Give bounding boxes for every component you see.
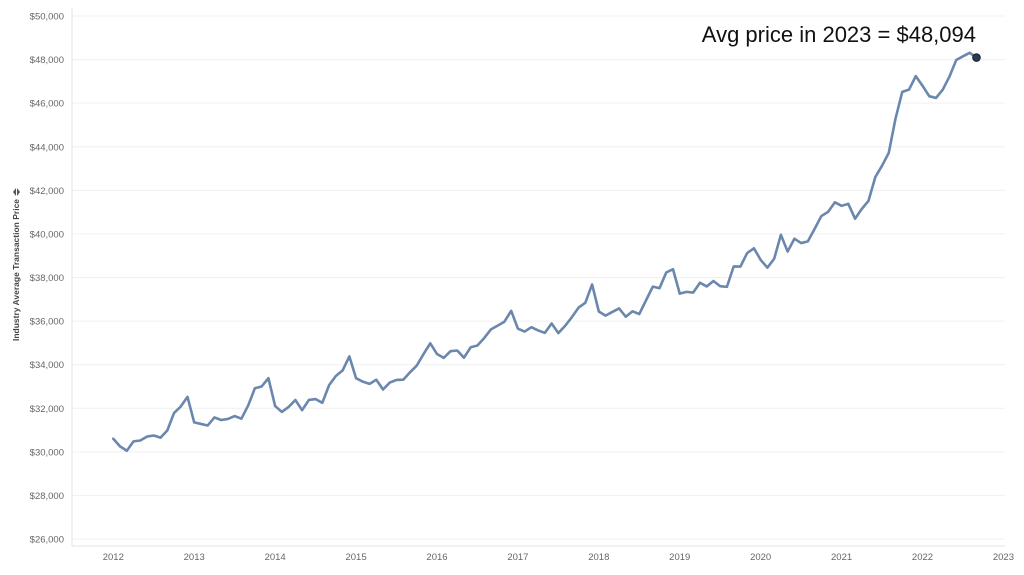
x-axis: 2012 2013 2014 2015 2016 2017 2018 2019 2020 2021… (72, 545, 1014, 563)
end-point-marker (972, 53, 981, 62)
x-tick-label: 2021 (831, 552, 852, 563)
y-tick-label: $28,000 (30, 491, 64, 502)
annotation-label: Avg price in 2023 = $48,094 (702, 22, 976, 47)
y-tick-label: $48,000 (30, 55, 64, 66)
x-tick-label: 2015 (345, 552, 366, 563)
y-tick-label: $50,000 (30, 12, 64, 23)
x-tick-label: 2013 (184, 552, 205, 563)
y-tick-label: $38,000 (30, 273, 64, 284)
y-tick-label: $32,000 (30, 404, 64, 415)
x-tick-label: 2012 (103, 552, 124, 563)
y-tick-label: $34,000 (30, 360, 64, 371)
x-tick-label: 2022 (912, 552, 933, 563)
x-tick-label: 2020 (750, 552, 771, 563)
x-tick-label: 2023 (993, 552, 1014, 563)
y-tick-label: $44,000 (30, 142, 64, 153)
y-axis-label: Industry Average Transaction Price (11, 199, 21, 341)
y-tick-label: $36,000 (30, 317, 64, 328)
x-tick-label: 2018 (588, 552, 609, 563)
y-tick-label: $42,000 (30, 186, 64, 197)
grid-layer (72, 15, 1005, 540)
x-tick-label: 2019 (669, 552, 690, 563)
sort-icon[interactable] (13, 188, 20, 196)
y-tick-label: $26,000 (30, 535, 64, 546)
y-tick-label: $40,000 (30, 229, 64, 240)
y-tick-label: $30,000 (30, 447, 64, 458)
x-tick-label: 2017 (507, 552, 528, 563)
series-line (112, 51, 978, 453)
x-tick-label: 2014 (265, 552, 286, 563)
y-axis-title: Industry Average Transaction Price (11, 188, 21, 341)
y-tick-label: $46,000 (30, 99, 64, 110)
x-tick-label: 2016 (426, 552, 447, 563)
y-axis: $26,000 $28,000 $30,000 $32,000 $34,000 $36,0… (30, 8, 73, 546)
